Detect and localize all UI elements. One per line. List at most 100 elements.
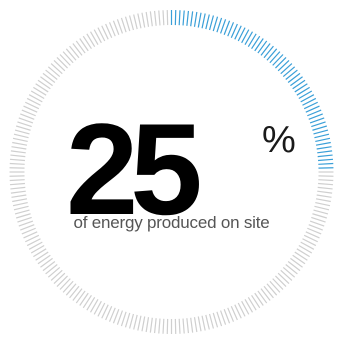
gauge-tick-empty xyxy=(312,213,328,219)
gauge-tick-empty xyxy=(158,10,161,26)
gauge-tick-empty xyxy=(69,285,80,299)
gauge-tick-filled xyxy=(285,69,298,80)
gauge-tick-empty xyxy=(124,16,131,32)
gauge-tick-filled xyxy=(266,48,278,61)
gauge-tick-filled xyxy=(311,121,326,128)
gauge-tick-filled xyxy=(241,29,250,44)
gauge-tick-empty xyxy=(79,38,89,52)
gauge-tick-empty xyxy=(112,309,120,324)
gauge-tick-empty xyxy=(292,254,306,265)
stat-unit: % xyxy=(262,119,296,161)
gauge-tick-empty xyxy=(37,79,51,90)
gauge-tick-empty xyxy=(9,179,25,182)
gauge-tick-filled xyxy=(303,101,318,110)
gauge-tick-filled xyxy=(315,137,331,143)
gauge-tick-empty xyxy=(108,22,116,37)
gauge-tick-empty xyxy=(12,198,28,203)
gauge-tick-empty xyxy=(17,121,32,128)
gauge-tick-empty xyxy=(59,54,71,66)
gauge-tick-empty xyxy=(9,158,25,162)
gauge-tick-empty xyxy=(145,317,150,333)
gauge-tick-empty xyxy=(315,198,331,203)
gauge-tick-filled xyxy=(223,20,231,35)
gauge-tick-empty xyxy=(89,299,99,313)
gauge-tick-empty xyxy=(105,23,113,38)
gauge-tick-empty xyxy=(10,154,26,158)
gauge-tick-empty xyxy=(133,314,138,330)
gauge-tick-empty xyxy=(93,300,102,315)
gauge-tick-filled xyxy=(244,31,254,45)
gauge-tick-filled xyxy=(298,90,313,100)
gauge-tick-filled xyxy=(287,72,301,83)
gauge-tick-filled xyxy=(182,10,185,26)
gauge-tick-filled xyxy=(316,146,332,150)
gauge-tick-filled xyxy=(277,60,290,72)
gauge-tick-empty xyxy=(12,201,28,207)
gauge-tick-empty xyxy=(120,311,127,327)
gauge-tick-empty xyxy=(178,318,181,334)
gauge-tick-empty xyxy=(69,45,80,59)
gauge-tick-empty xyxy=(10,150,26,154)
gauge-tick-filled xyxy=(315,141,331,146)
gauge-tick-empty xyxy=(234,304,242,319)
gauge-tick-empty xyxy=(128,313,135,329)
gauge-tick-empty xyxy=(50,63,63,75)
gauge-tick-empty xyxy=(14,209,30,215)
gauge-tick-empty xyxy=(65,283,77,296)
gauge-tick-empty xyxy=(62,280,74,293)
gauge-tick-empty xyxy=(257,290,268,304)
gauge-tick-filled xyxy=(305,105,320,113)
gauge-tick-empty xyxy=(317,190,333,194)
gauge-tick-empty xyxy=(208,313,215,329)
gauge-tick-empty xyxy=(101,25,109,40)
gauge-tick-empty xyxy=(158,318,161,334)
gauge-tick-empty xyxy=(260,288,271,301)
gauge-tick-empty xyxy=(97,302,106,317)
gauge-tick-filled xyxy=(269,51,281,64)
gauge-tick-empty xyxy=(11,146,27,150)
gauge-tick-empty xyxy=(75,40,86,54)
gauge-tick-empty xyxy=(26,238,41,247)
gauge-tick-filled xyxy=(260,43,271,56)
gauge-tick-empty xyxy=(137,13,142,29)
gauge-tick-empty xyxy=(86,297,96,311)
gauge-tick-filled xyxy=(294,83,308,93)
gauge-tick-empty xyxy=(128,15,135,31)
gauge-tick-empty xyxy=(86,33,96,47)
gauge-tick-empty xyxy=(15,125,31,131)
gauge-tick-filled xyxy=(307,109,322,117)
gauge-tick-empty xyxy=(97,27,106,42)
gauge-tick-filled xyxy=(263,45,274,59)
gauge-tick-filled xyxy=(292,79,306,90)
gauge-tick-empty xyxy=(186,318,190,334)
gauge-tick-empty xyxy=(137,315,142,331)
gauge-tick-empty xyxy=(230,306,238,321)
gauge-tick-empty xyxy=(308,224,323,231)
gauge-tick-empty xyxy=(241,300,250,315)
gauge-tick-empty xyxy=(201,315,206,331)
gauge-tick-filled xyxy=(205,14,210,30)
gauge-tick-empty xyxy=(141,316,146,332)
gauge-tick-empty xyxy=(212,312,219,328)
gauge-tick-empty xyxy=(82,35,92,50)
gauge-tick-empty xyxy=(120,17,127,33)
gauge-tick-empty xyxy=(72,43,83,56)
gauge-tick-empty xyxy=(37,254,51,265)
gauge-tick-filled xyxy=(193,11,198,27)
gauge-tick-filled xyxy=(186,10,190,26)
gauge-tick-empty xyxy=(309,220,325,227)
gauge-tick-empty xyxy=(9,182,25,186)
gauge-tick-empty xyxy=(153,318,157,334)
gauge-tick-empty xyxy=(162,10,165,26)
gauge-tick-filled xyxy=(318,162,334,165)
gauge-tick-empty xyxy=(47,66,61,77)
gauge-tick-empty xyxy=(237,302,246,317)
gauge-tick-empty xyxy=(193,317,198,333)
gauge-tick-empty xyxy=(53,60,66,72)
gauge-tick-empty xyxy=(254,292,264,306)
gauge-tick-empty xyxy=(277,272,290,284)
gauge-tick-filled xyxy=(227,22,235,37)
gauge-tick-filled xyxy=(308,113,323,120)
gauge-tick-empty xyxy=(290,257,303,268)
gauge-tick-empty xyxy=(280,269,293,281)
